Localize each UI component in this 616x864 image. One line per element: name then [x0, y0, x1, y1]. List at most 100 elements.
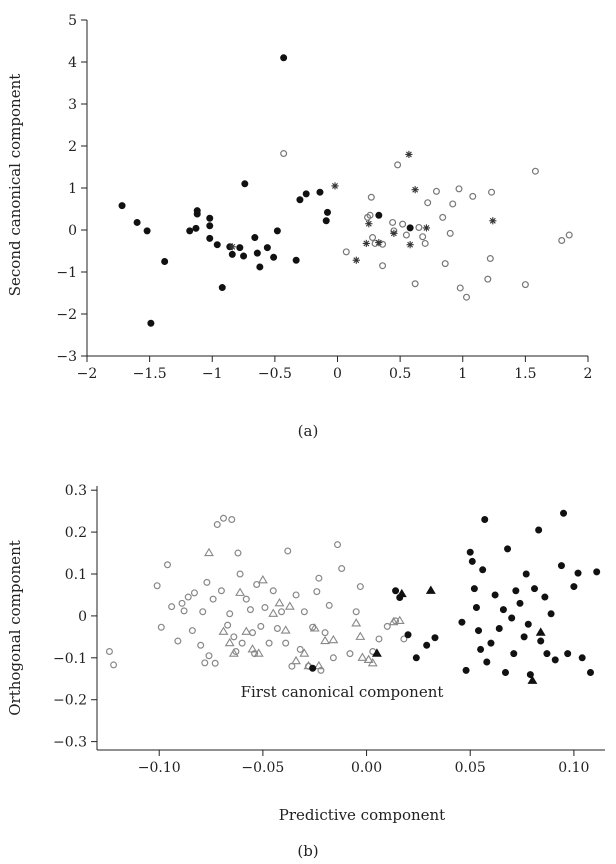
panel-b-point-filled-circle [466, 548, 474, 556]
panel-a-point-open-circle [369, 234, 377, 242]
panel-a-point-open-circle [367, 193, 375, 201]
panel-b-point-filled-circle [479, 566, 487, 574]
panel-a-point-filled-circle [147, 319, 155, 327]
panel-b-point-open-triangle [367, 657, 378, 667]
panel-a-point-open-circle [411, 280, 419, 288]
panel-b-point-open-triangle [253, 648, 264, 657]
panel-a-point-filled-circle [186, 227, 194, 235]
panel-a-point-asterisk [331, 182, 339, 190]
panel-a-point-asterisk [375, 239, 383, 247]
panel-a-x-axis-title: First canonical component [241, 683, 444, 701]
panel-b-point-open-triangle [357, 652, 368, 661]
panel-a-point-open-circle [449, 200, 457, 208]
panel-a-point-open-circle [488, 188, 496, 196]
panel-a-point-filled-circle [256, 263, 264, 271]
panel-b-y-tick-label: 0.3 [65, 483, 87, 499]
panel-b-point-open-triangle [284, 601, 295, 610]
panel-b-point-open-triangle [204, 547, 214, 557]
panel-a-point-filled-circle [302, 190, 310, 198]
panel-b-point-open-circle [315, 574, 323, 582]
panel-a-point-open-circle [379, 262, 387, 270]
panel-a-point-open-circle [441, 260, 449, 268]
panel-a-point-filled-circle [240, 252, 248, 260]
panel-b-point-open-triangle [299, 648, 310, 657]
panel-a-x-tick-label: −1.5 [133, 366, 167, 382]
panel-a-point-open-circle [415, 223, 423, 231]
panel-b-point-filled-circle [551, 656, 559, 664]
panel-b-point-open-circle [273, 624, 281, 632]
panel-a-series-filled-circle [118, 54, 414, 327]
panel-a-point-filled-circle [270, 253, 278, 261]
panel-a-x-tick-label: −1 [202, 366, 223, 382]
panel-b-point-filled-circle [491, 591, 499, 599]
panel-b-point-open-circle [199, 608, 207, 616]
panel-a-point-filled-circle [253, 249, 261, 257]
panel-b-point-open-circle [292, 591, 300, 599]
panel-b-point-open-circle [238, 639, 246, 647]
panel-a-point-open-circle [342, 248, 350, 256]
panel-b-point-open-circle [325, 601, 333, 609]
panel-b-point-open-circle [257, 622, 265, 630]
panel-b-point-open-triangle [303, 660, 314, 670]
panel-b-point-open-triangle [309, 623, 320, 632]
panel-b-point-filled-circle [431, 634, 439, 642]
panel-a-point-open-circle [455, 185, 463, 193]
panel-b-point-open-circle [321, 629, 329, 637]
panel-b-point-open-circle [309, 623, 317, 631]
panel-b-point-open-triangle [320, 635, 331, 645]
panel-b-point-filled-circle [543, 650, 551, 658]
panel-b-point-open-triangle [247, 644, 258, 653]
panel-b-series-open-circle [105, 514, 408, 674]
panel-b-y-tick-label: 0.1 [65, 567, 87, 583]
panel-b-scatter: −0.10 −0.05 0.00 0.05 0.10−0.3−0.2−0.100.10.… [6, 483, 605, 860]
panel-b-point-open-circle [346, 650, 354, 658]
panel-a-y-tick-label: −2 [56, 307, 77, 323]
panel-b-point-filled-circle [309, 664, 317, 672]
panel-b-point-filled-circle [535, 526, 543, 534]
panel-b-point-open-circle [153, 582, 161, 590]
panel-b-point-open-circle [253, 580, 261, 588]
panel-a-point-filled-circle [218, 284, 226, 292]
panel-b-y-tick-label: −0.3 [53, 735, 87, 751]
panel-a-point-filled-circle [193, 207, 201, 215]
panel-b-point-open-circle [180, 607, 188, 615]
panel-a-point-open-circle [469, 192, 477, 200]
panel-b-label: (b) [297, 842, 318, 860]
panel-a-point-asterisk [405, 150, 413, 158]
panel-a-point-filled-circle [161, 257, 169, 265]
panel-a-point-open-circle [439, 213, 447, 221]
panel-a-point-open-circle [379, 240, 387, 248]
panel-b-point-filled-circle [520, 633, 528, 641]
panel-b-point-open-circle [184, 593, 192, 601]
panel-b-point-filled-circle [524, 620, 532, 628]
panel-b-y-tick-label: 0.2 [65, 525, 87, 541]
panel-a-point-filled-circle [241, 180, 249, 188]
panel-b-point-filled-circle [522, 570, 530, 578]
panel-b-point-open-triangle [280, 625, 291, 634]
panel-a-point-open-circle [389, 218, 397, 226]
panel-b-point-open-triangle [388, 616, 399, 626]
panel-b-point-filled-circle [392, 587, 400, 595]
panel-b-point-filled-circle [475, 627, 483, 635]
panel-b-point-open-circle [352, 608, 360, 616]
panel-b-x-tick-label: −0.05 [241, 760, 284, 776]
panel-b-point-open-circle [203, 578, 211, 586]
panel-b-x-tick-label: 0.10 [558, 760, 589, 776]
panel-b-point-open-circle [163, 561, 171, 569]
panel-b-point-open-triangle [394, 615, 405, 625]
panel-b-x-axis-title: Predictive component [279, 806, 445, 824]
panel-b-point-open-circle [261, 604, 269, 612]
panel-b-point-filled-circle [537, 637, 545, 645]
panel-a-point-open-circle [463, 293, 471, 301]
panel-b-point-filled-circle [512, 587, 520, 595]
panel-b-point-open-triangle [291, 655, 302, 665]
panel-a-point-filled-circle [273, 227, 281, 235]
panel-b-point-open-circle [269, 587, 277, 595]
panel-b-point-open-circle [313, 588, 321, 596]
panel-b-point-open-triangle [313, 660, 324, 670]
panel-b-point-filled-triangle [535, 627, 546, 636]
panel-b-point-open-circle [174, 637, 182, 645]
panel-b-point-filled-circle [586, 668, 594, 676]
